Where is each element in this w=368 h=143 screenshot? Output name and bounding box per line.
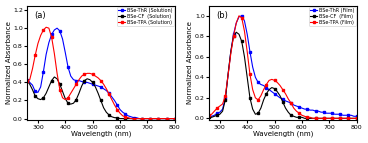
Line: BSe-ThR (Solution): BSe-ThR (Solution) (26, 27, 176, 120)
Line: BSe-CF  (Solution): BSe-CF (Solution) (26, 76, 176, 120)
BSe-CF  (Film) (245, 77, 250, 78)
BSe-CF  (Solution) (118, 118, 122, 119)
BSe-CF  (Film) (343, 118, 348, 119)
BSe-ThR (Film) (341, 114, 345, 116)
BSe-TPA (Solution) (63, 99, 67, 100)
BSe-ThR (Solution) (52, 29, 57, 31)
BSe-CF  (Film) (302, 118, 307, 119)
BSe-TPA (Solution) (44, 26, 48, 28)
BSe-CF  (Solution) (52, 76, 57, 78)
BSe-TPA (Film) (311, 118, 315, 119)
Line: BSe-ThR (Film): BSe-ThR (Film) (208, 15, 358, 117)
BSe-ThR (Solution) (137, 118, 141, 119)
BSe-ThR (Solution) (41, 71, 46, 72)
BSe-ThR (Solution) (82, 82, 86, 83)
BSe-CF  (Solution) (55, 78, 59, 80)
BSe-ThR (Film) (354, 115, 359, 117)
BSe-TPA (Film) (223, 95, 227, 97)
BSe-CF  (Film) (207, 116, 211, 118)
BSe-ThR (Film) (234, 22, 238, 24)
BSe-CF  (Solution) (82, 80, 86, 82)
Line: BSe-TPA (Solution): BSe-TPA (Solution) (26, 26, 176, 120)
BSe-ThR (Film) (352, 115, 356, 117)
BSe-TPA (Film) (343, 118, 348, 119)
BSe-ThR (Film) (223, 97, 227, 99)
BSe-ThR (Solution) (162, 118, 166, 119)
BSe-TPA (Solution) (25, 80, 29, 82)
BSe-TPA (Solution) (173, 118, 177, 119)
BSe-TPA (Solution) (82, 73, 86, 75)
BSe-ThR (Solution) (63, 52, 67, 53)
BSe-CF  (Film) (223, 99, 227, 101)
Y-axis label: Normalized Absorbance: Normalized Absorbance (187, 22, 194, 104)
BSe-CF  (Film) (354, 118, 359, 119)
Legend: BSe-ThR (Film), BSe-CF  (Film), BSe-TPA (Film): BSe-ThR (Film), BSe-CF (Film), BSe-TPA (… (309, 7, 355, 26)
BSe-CF  (Solution) (162, 118, 166, 119)
BSe-ThR (Solution) (55, 27, 59, 29)
BSe-CF  (Film) (237, 33, 241, 35)
BSe-TPA (Solution) (162, 118, 166, 119)
BSe-ThR (Solution) (173, 118, 177, 119)
BSe-ThR (Film) (240, 15, 244, 17)
Line: BSe-CF  (Film): BSe-CF (Film) (208, 31, 358, 119)
BSe-ThR (Solution) (25, 79, 29, 81)
BSe-ThR (Film) (245, 33, 250, 35)
X-axis label: Wavelength (nm): Wavelength (nm) (252, 131, 313, 137)
BSe-TPA (Film) (352, 118, 356, 119)
BSe-TPA (Film) (245, 51, 250, 52)
BSe-TPA (Solution) (170, 118, 174, 119)
BSe-TPA (Film) (207, 114, 211, 116)
BSe-CF  (Film) (352, 118, 356, 119)
BSe-CF  (Solution) (25, 80, 29, 82)
BSe-TPA (Film) (237, 15, 241, 17)
X-axis label: Wavelength (nm): Wavelength (nm) (71, 131, 131, 137)
Legend: BSe-ThR (Solution), BSe-CF  (Solution), BSe-TPA (Solution): BSe-ThR (Solution), BSe-CF (Solution), B… (117, 7, 174, 26)
BSe-CF  (Solution) (170, 118, 174, 119)
BSe-ThR (Film) (207, 115, 211, 117)
BSe-ThR (Film) (264, 87, 269, 88)
BSe-CF  (Solution) (173, 118, 177, 119)
BSe-TPA (Solution) (41, 29, 46, 31)
BSe-CF  (Solution) (63, 98, 67, 100)
Text: (a): (a) (34, 11, 46, 20)
BSe-TPA (Solution) (129, 118, 133, 119)
BSe-TPA (Film) (234, 22, 238, 24)
Text: (b): (b) (216, 11, 228, 20)
BSe-ThR (Solution) (170, 118, 174, 119)
Y-axis label: Normalized Absorbance: Normalized Absorbance (6, 22, 11, 104)
BSe-TPA (Solution) (55, 73, 59, 74)
BSe-TPA (Film) (354, 118, 359, 119)
BSe-CF  (Solution) (41, 97, 46, 99)
BSe-CF  (Film) (234, 31, 238, 33)
BSe-CF  (Film) (264, 93, 269, 95)
Line: BSe-TPA (Film): BSe-TPA (Film) (208, 15, 358, 119)
BSe-TPA (Film) (264, 84, 269, 85)
